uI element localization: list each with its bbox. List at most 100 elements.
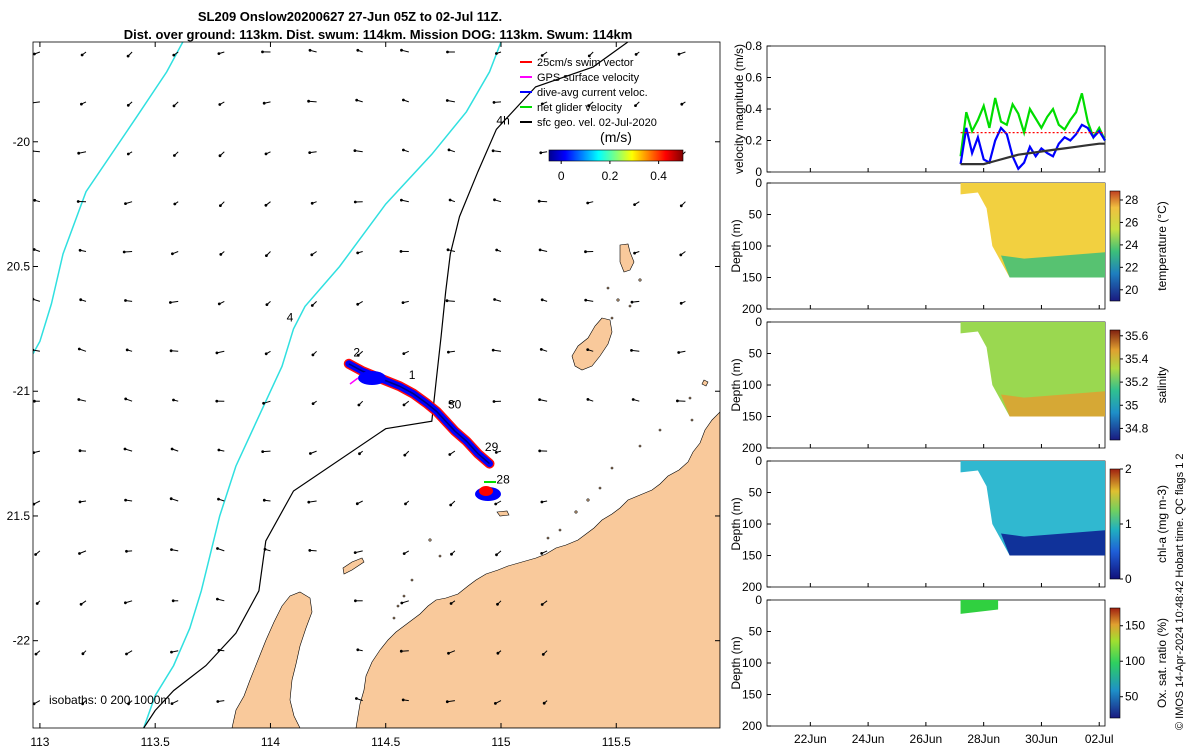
current-arrow-head [264,352,268,356]
current-arrow-head [170,447,174,451]
map-xtick-label: 113 [30,735,49,749]
chla-deep-layer [1001,530,1105,556]
salinity-colorbar-tick-label: 34.8 [1125,421,1149,435]
current-arrow-head [538,248,542,252]
velocity-series-line [959,92,1106,157]
current-arrow-head [540,603,544,606]
current-arrow-head [402,552,406,555]
map-colorbar-tick-label: 0.4 [650,169,667,183]
current-arrow-head [81,652,85,656]
current-arrow-head [677,52,681,56]
map-xtick-label: 115.5 [602,735,631,749]
current-arrow-head [78,449,82,453]
current-arrow-head [586,398,590,401]
map-legend: 25cm/s swim vector GPS surface velocity di… [520,57,684,183]
salinity-colorbar-tick-label: 35.4 [1125,352,1149,366]
current-arrow-head [587,104,590,108]
current-arrow-head [496,602,499,606]
current-arrow-head [217,497,220,501]
current-arrow-head [217,302,221,306]
salinity-colorbar-label: salinity [1155,367,1169,404]
end-blob-blue [358,371,386,385]
current-arrow-head [171,252,174,256]
exmouth-peninsula-land [231,591,313,728]
barrow-island-land [571,317,613,371]
current-arrow-head [78,248,82,252]
velocity-ytick-label: 0.2 [745,134,762,148]
current-arrow-head [33,502,36,506]
current-arrow-head [445,700,449,704]
time-tick-label: 02Jul [1085,732,1114,746]
legend-label: GPS surface velocity [537,72,640,84]
current-arrow-head [76,200,80,203]
current-arrow-head [404,502,407,506]
current-arrow-head [264,152,268,156]
current-arrow-head [494,451,498,454]
legend-label: 25cm/s swim vector [537,57,634,69]
current-arrow-head [124,299,127,302]
current-arrow-head [261,50,264,54]
figure-title-line2: Dist. over ground: 113km. Dist. swum: 11… [124,27,633,42]
track-annotation: 29 [485,440,499,454]
velocity-series-line [959,123,1106,171]
map-frame [32,41,721,729]
velocity-ytick-label: 0.4 [745,102,762,116]
current-arrow-head [216,547,219,550]
current-arrow-head [33,248,36,251]
temperature-colorbar-tick-label: 22 [1125,260,1139,274]
current-arrow-head [679,253,683,257]
right-panels: 0 0.2 0.4 0.6 0.8 velocity magnitude (m/s) 0… [729,39,1186,746]
current-arrow-head [35,602,39,605]
current-arrow-head [308,151,312,155]
isobath-1000m [142,42,502,728]
current-arrow-head [634,53,638,56]
chla-colorbar-tick-label: 2 [1125,462,1132,476]
mainland-land [355,411,720,728]
map-colorbar [548,149,684,162]
current-arrow-head [215,399,219,403]
temperature-ylabel: Depth (m) [729,219,743,272]
current-arrow-head [170,548,173,551]
current-arrow-head [491,348,495,352]
current-arrow-head [80,53,84,57]
current-arrow-head [126,54,130,58]
track-annotation: 28 [496,473,510,487]
current-arrow-head [216,700,220,703]
chla-colorbar-tick-label: 1 [1125,517,1132,531]
current-arrow-head [33,52,36,56]
current-arrow-head [262,101,266,105]
current-arrow-head [78,500,82,504]
section-panel-salinity: 0 50 100 150 200 Depth (m) 34.8 35 35.2 35.4 35.6 s… [729,315,1169,455]
colorbar-unit-label: (m/s) [600,129,632,145]
current-arrow-head [218,154,222,158]
current-arrow-head [540,298,544,302]
current-arrow-head [496,651,500,655]
oxygen-axes [766,599,1106,727]
track-annotation: 1 [409,368,416,382]
velocity-series [959,92,1106,171]
current-arrow-head [447,651,450,655]
current-arrow-head [356,302,360,306]
current-arrow-head [218,103,222,106]
current-arrow-head [634,104,637,107]
current-arrow-head [169,301,172,304]
current-arrow-head [403,453,407,457]
current-arrow-head [538,398,541,401]
current-arrow-head [400,198,403,202]
oxygen-colorbar-tick-label: 150 [1125,619,1145,633]
current-arrow-head [495,553,498,557]
current-arrow-head [171,599,175,603]
current-arrow-head [399,250,403,253]
current-arrow-head [679,301,683,305]
velocity-ytick-label: 0 [755,165,762,179]
temperature-ytick-label: 0 [755,176,762,190]
velocity-series-line [960,142,1105,166]
temperature-colorbar [1109,190,1121,302]
current-arrow-head [676,399,679,403]
current-arrow-head [450,552,453,556]
current-arrow-head [586,201,590,205]
current-arrow-head [492,101,496,104]
current-arrow-head [446,248,450,252]
current-arrow-head [448,198,452,202]
